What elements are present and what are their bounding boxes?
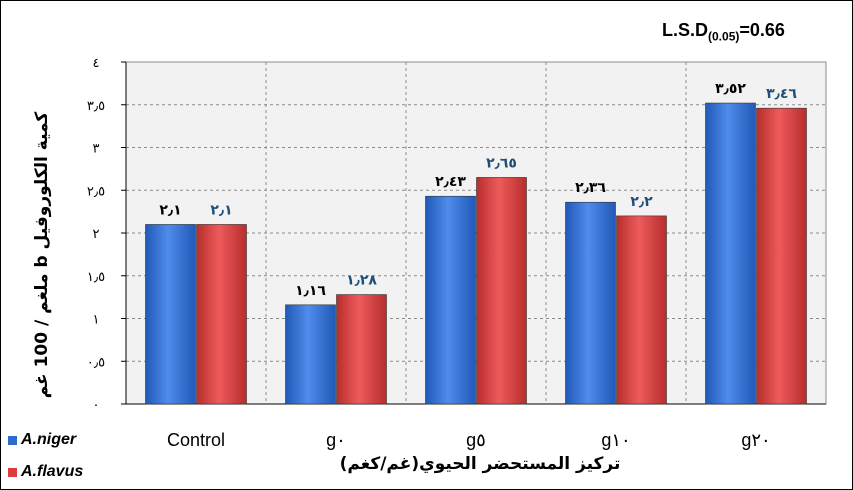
data-label: ٢٫٣٦ (575, 180, 606, 196)
bar-aflavus (196, 224, 247, 405)
y-tick-label: ٢٫٥ (87, 184, 105, 199)
legend-swatch-niger (8, 435, 17, 445)
data-label: ٢٫٢ (630, 194, 653, 210)
x-tick-label: g٢٠ (741, 430, 770, 450)
legend-item-flavus: A.flavus (8, 463, 83, 481)
data-label: ١٫٢٨ (346, 273, 377, 289)
y-tick-label: ٠٫٥ (87, 355, 105, 370)
legend-label-niger: A.niger (21, 431, 77, 448)
lsd-value: =0.66 (739, 20, 785, 40)
y-tick-label: ٢ (93, 227, 100, 242)
legend-swatch-flavus (8, 467, 17, 477)
legend-item-niger: A.niger (8, 431, 76, 449)
bar-aflavus (476, 177, 527, 405)
y-tick-label: ٣ (93, 142, 100, 157)
data-label: ٢٫٦٥ (486, 155, 517, 171)
data-label: ٢٫١ (159, 202, 181, 218)
bar-aniger (705, 102, 756, 405)
y-tick-label: ٤ (93, 56, 100, 71)
data-label: ٣٫٥٢ (715, 81, 746, 97)
bar-aflavus (756, 107, 807, 405)
data-label: ٢٫١ (210, 202, 232, 218)
bar-aniger (425, 195, 476, 405)
y-tick-label: ١ (93, 313, 100, 328)
lsd-text: L.S.D (662, 20, 709, 40)
lsd-label: L.S.D(0.05)=0.66 (662, 20, 785, 44)
bar-aniger (145, 224, 196, 405)
bar-aflavus (336, 294, 387, 405)
x-tick-label: g١٠ (601, 430, 630, 450)
y-tick-label: ٣٫٥ (87, 99, 105, 114)
legend-label-flavus: A.flavus (21, 463, 84, 480)
x-tick-label: g٠ (326, 430, 346, 450)
data-label: ٣٫٤٦ (766, 86, 797, 102)
x-axis-label: تركيز المستحضر الحيوي(غم/كغم) (339, 454, 621, 474)
data-label: ١٫١٦ (295, 283, 326, 299)
y-axis-label: كمية الكلوروفيل b ملغم / 100 غم (32, 111, 52, 399)
bar-aflavus (616, 215, 667, 405)
x-tick-label: g٥ (466, 430, 486, 450)
bar-aniger (285, 304, 336, 405)
y-tick-label: ٠ (93, 398, 100, 413)
y-tick-label: ١٫٥ (87, 270, 105, 285)
bar-aniger (565, 201, 616, 405)
lsd-subscript: (0.05) (708, 29, 740, 44)
data-label: ٢٫٤٣ (435, 174, 466, 190)
x-tick-label: Control (167, 430, 225, 450)
